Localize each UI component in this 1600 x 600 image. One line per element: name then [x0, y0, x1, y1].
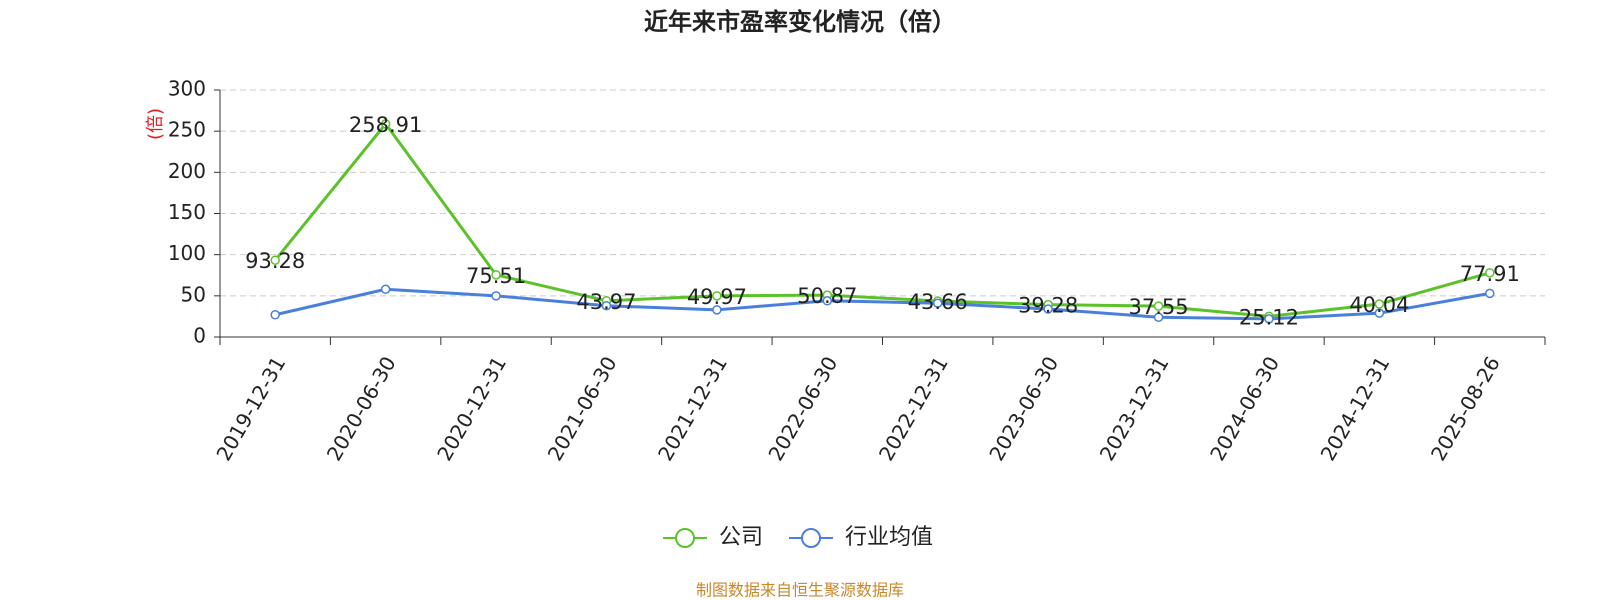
point-marker	[1153, 301, 1164, 311]
y-tick-label: 200	[168, 159, 206, 183]
data-label: 258.91	[349, 113, 422, 137]
y-tick-label: 100	[168, 241, 206, 265]
data-label: 43.66	[908, 290, 968, 314]
y-tick-label: 150	[168, 200, 206, 224]
point-marker	[601, 300, 612, 311]
legend-marker	[801, 528, 822, 548]
point-marker	[932, 298, 943, 308]
point-marker	[1485, 288, 1495, 299]
point-marker	[270, 310, 280, 320]
x-tick-label: 2020-12-31	[432, 352, 511, 465]
y-tick-label: 50	[181, 282, 206, 306]
point-marker	[1153, 312, 1164, 322]
point-marker	[712, 291, 722, 301]
point-marker	[270, 255, 280, 265]
legend-label: 行业均值	[845, 525, 933, 550]
point-marker	[380, 284, 391, 294]
y-tick-label: 250	[168, 118, 206, 142]
y-tick-label: 300	[168, 77, 206, 101]
data-label: 50.87	[797, 284, 857, 308]
data-label: 39.28	[1018, 294, 1078, 318]
series-line	[274, 121, 1491, 318]
point-marker	[712, 305, 722, 315]
point-marker	[491, 291, 501, 301]
data-label: 75.51	[466, 264, 526, 288]
source-note: 制图数据来自恒生聚源数据库	[696, 581, 904, 600]
point-marker	[1264, 314, 1274, 324]
legend-marker	[675, 528, 695, 548]
point-marker	[380, 119, 391, 129]
x-tick-label: 2020-06-30	[322, 352, 401, 465]
data-label: 43.97	[576, 290, 636, 314]
series-line	[274, 287, 1491, 321]
data-label: 93.28	[245, 249, 305, 273]
point-marker	[822, 296, 833, 306]
x-tick-label: 2021-06-30	[543, 352, 622, 465]
chart-title: 近年来市盈率变化情况（倍）	[644, 8, 956, 36]
x-tick-label: 2025-08-26	[1426, 352, 1505, 465]
point-marker	[1043, 304, 1053, 314]
x-tick-label: 2023-06-30	[984, 352, 1063, 465]
data-label: 49.97	[687, 285, 747, 309]
data-label: 77.91	[1460, 262, 1520, 286]
data-label: 37.55	[1128, 295, 1188, 319]
y-axis-label: (倍)	[145, 108, 166, 140]
x-tick-label: 2022-12-31	[874, 352, 953, 465]
x-tick-label: 2023-12-31	[1095, 352, 1174, 465]
x-tick-label: 2024-12-31	[1316, 352, 1395, 465]
x-tick-label: 2021-12-31	[653, 352, 732, 465]
point-marker	[1374, 308, 1385, 318]
y-tick-label: 0	[193, 324, 206, 348]
data-label: 40.04	[1349, 293, 1409, 317]
x-tick-label: 2024-06-30	[1205, 352, 1284, 465]
x-tick-label: 2022-06-30	[763, 352, 842, 465]
data-label: 25.12	[1239, 305, 1299, 329]
point-marker	[491, 270, 501, 280]
x-tick-label: 2019-12-31	[211, 352, 290, 465]
point-marker	[1374, 299, 1385, 309]
point-marker	[1485, 268, 1495, 278]
legend-label: 公司	[719, 525, 763, 550]
